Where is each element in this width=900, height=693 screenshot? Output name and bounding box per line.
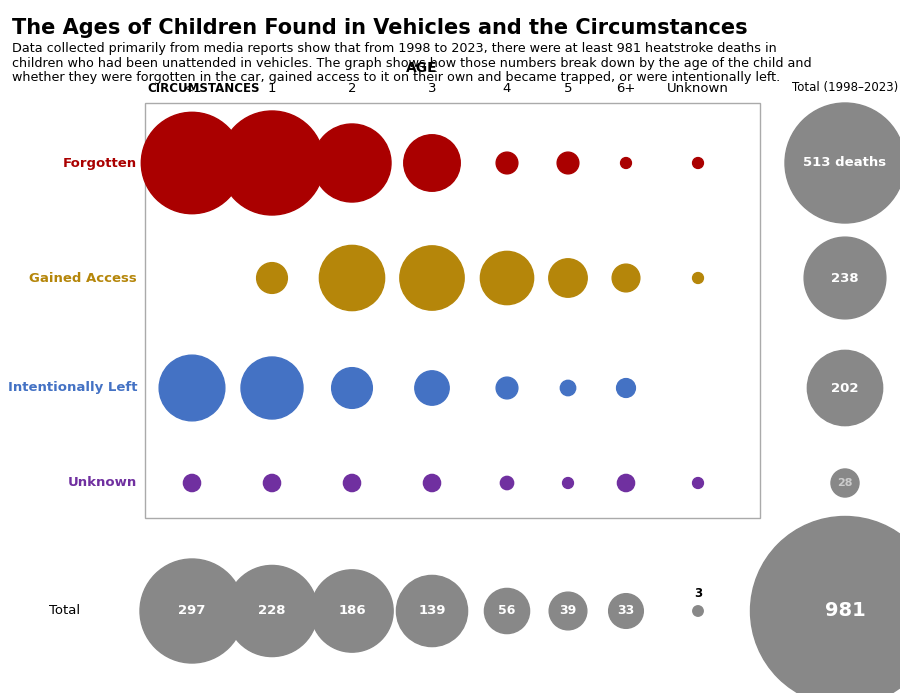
- Text: 39: 39: [560, 604, 577, 617]
- Circle shape: [264, 475, 281, 491]
- Text: AGE: AGE: [406, 61, 437, 75]
- Text: <1: <1: [182, 82, 202, 94]
- Text: Intentionally Left: Intentionally Left: [7, 382, 137, 394]
- Circle shape: [159, 355, 225, 421]
- Text: CIRCUMSTANCES: CIRCUMSTANCES: [147, 82, 259, 94]
- Circle shape: [693, 272, 704, 283]
- Text: 981: 981: [824, 602, 866, 620]
- Circle shape: [227, 565, 318, 656]
- Circle shape: [831, 469, 859, 497]
- Text: Total: Total: [49, 604, 80, 617]
- Circle shape: [693, 606, 703, 616]
- Circle shape: [481, 252, 534, 305]
- Text: 186: 186: [338, 604, 365, 617]
- Circle shape: [400, 246, 464, 310]
- Circle shape: [617, 475, 634, 491]
- Text: whether they were forgotten in the car, gained access to it on their own and bec: whether they were forgotten in the car, …: [12, 71, 780, 84]
- Text: 56: 56: [499, 604, 516, 617]
- Circle shape: [396, 575, 468, 647]
- Text: 4: 4: [503, 82, 511, 94]
- Circle shape: [241, 357, 303, 419]
- Circle shape: [616, 378, 635, 397]
- Text: 513 deaths: 513 deaths: [804, 157, 886, 170]
- Circle shape: [561, 380, 576, 396]
- Text: 297: 297: [178, 604, 206, 617]
- Text: 202: 202: [832, 382, 859, 394]
- Circle shape: [693, 157, 704, 168]
- Circle shape: [313, 124, 391, 202]
- Circle shape: [140, 559, 244, 663]
- Text: 1: 1: [268, 82, 276, 94]
- Circle shape: [500, 476, 514, 490]
- Circle shape: [184, 475, 201, 491]
- Circle shape: [549, 258, 587, 297]
- Text: 3: 3: [694, 587, 702, 599]
- Text: Unknown: Unknown: [68, 477, 137, 489]
- Text: 28: 28: [837, 478, 853, 488]
- Text: Unknown: Unknown: [667, 82, 729, 94]
- Text: 33: 33: [617, 604, 634, 617]
- Circle shape: [256, 263, 287, 293]
- Circle shape: [751, 516, 900, 693]
- Text: Forgotten: Forgotten: [63, 157, 137, 170]
- Text: 3: 3: [428, 82, 436, 94]
- Text: Gained Access: Gained Access: [29, 272, 137, 285]
- Text: 5: 5: [563, 82, 572, 94]
- Circle shape: [562, 477, 573, 489]
- Circle shape: [608, 594, 644, 629]
- Circle shape: [332, 368, 373, 408]
- Text: Total (1998–2023): Total (1998–2023): [792, 82, 898, 94]
- Circle shape: [496, 152, 518, 174]
- Circle shape: [496, 377, 518, 399]
- Bar: [145, 103, 760, 518]
- Circle shape: [693, 477, 704, 489]
- Circle shape: [785, 103, 900, 223]
- Circle shape: [807, 351, 883, 426]
- Circle shape: [320, 245, 384, 310]
- Circle shape: [549, 592, 587, 630]
- Text: 2: 2: [347, 82, 356, 94]
- Circle shape: [612, 264, 640, 292]
- Circle shape: [423, 475, 441, 491]
- Circle shape: [621, 157, 632, 168]
- Text: 6+: 6+: [616, 82, 635, 94]
- Circle shape: [415, 371, 449, 405]
- Text: 139: 139: [418, 604, 446, 617]
- Text: The Ages of Children Found in Vehicles and the Circumstances: The Ages of Children Found in Vehicles a…: [12, 18, 748, 38]
- Text: children who had been unattended in vehicles. The graph shows how those numbers : children who had been unattended in vehi…: [12, 57, 812, 69]
- Circle shape: [141, 112, 243, 213]
- Circle shape: [804, 237, 886, 319]
- Text: 228: 228: [258, 604, 286, 617]
- Circle shape: [220, 111, 324, 215]
- Circle shape: [557, 152, 579, 174]
- Text: 238: 238: [832, 272, 859, 285]
- Circle shape: [344, 475, 361, 491]
- Circle shape: [310, 570, 393, 652]
- Text: Data collected primarily from media reports show that from 1998 to 2023, there w: Data collected primarily from media repo…: [12, 42, 777, 55]
- Circle shape: [484, 588, 529, 633]
- Circle shape: [404, 134, 460, 191]
